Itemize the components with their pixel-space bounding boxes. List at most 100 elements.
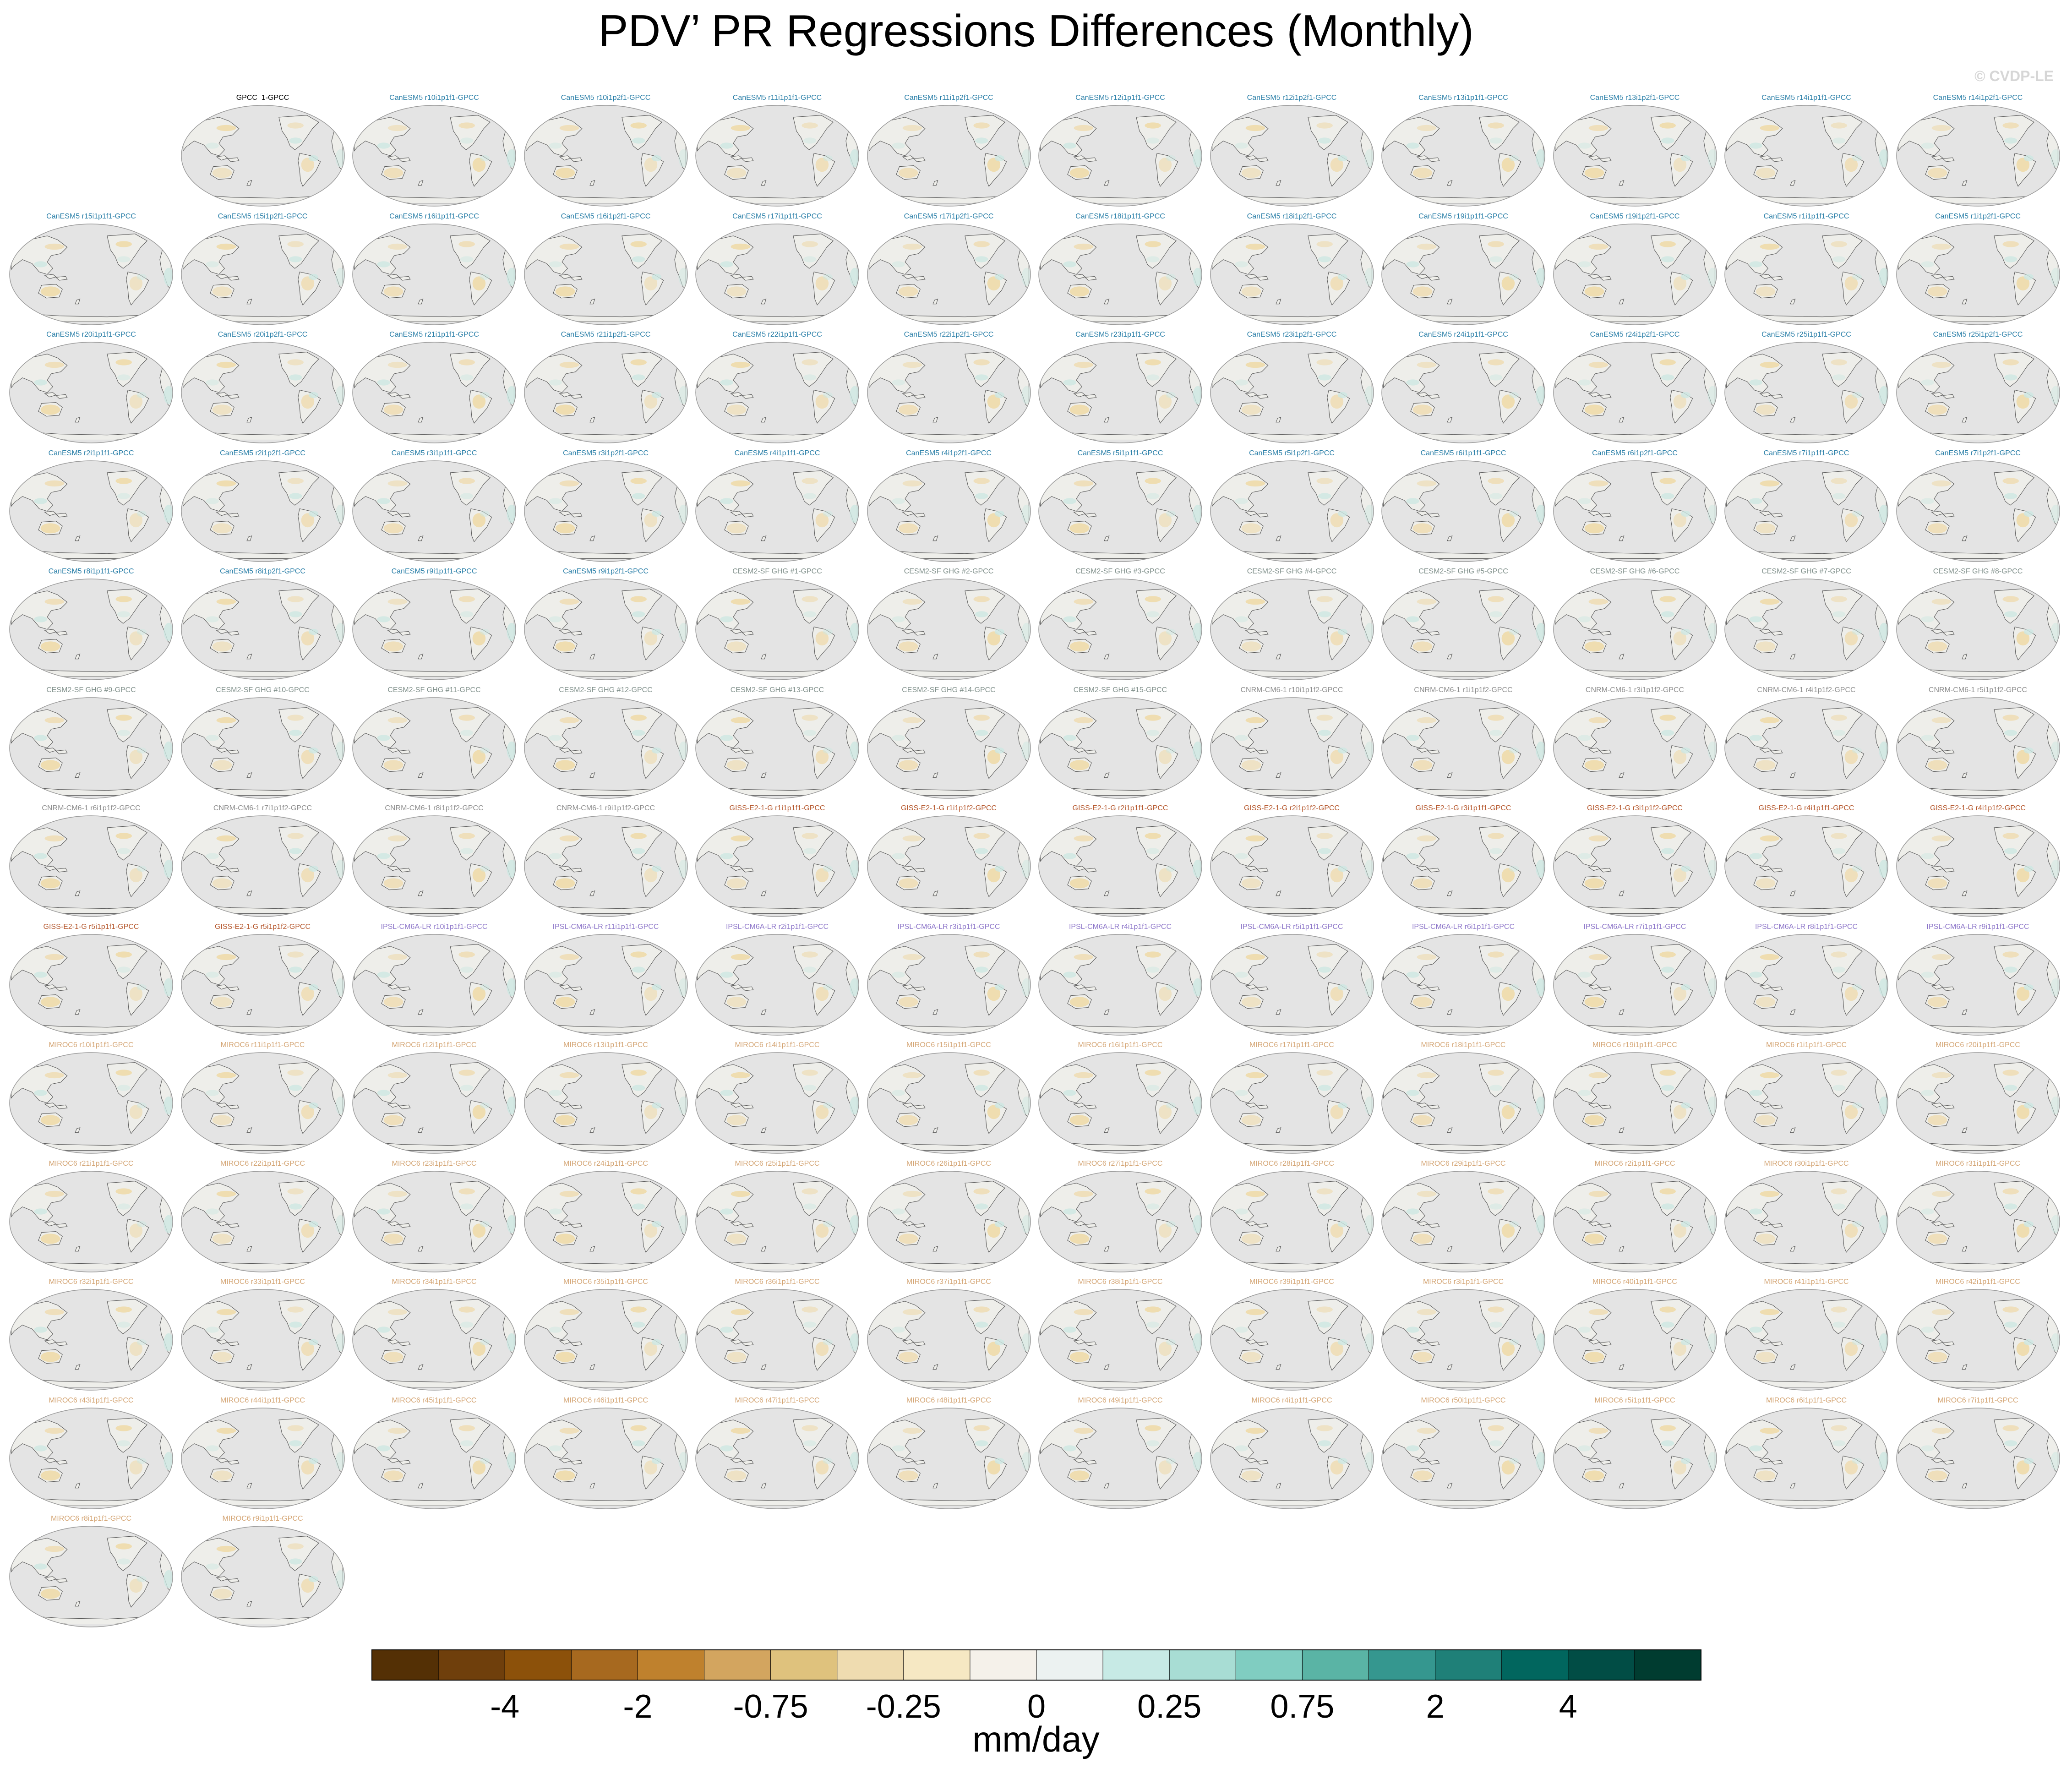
- dry-anomaly: [1756, 168, 1776, 178]
- dry-anomaly: [2016, 513, 2029, 527]
- coastline: [1618, 535, 1624, 541]
- panel-label: CESM2-SF GHG #1-GPCC: [732, 568, 822, 575]
- wet-anomaly: [1832, 729, 1846, 736]
- map-plot: [1896, 697, 2060, 799]
- coastline: [741, 868, 754, 873]
- dry-anomaly: [555, 168, 575, 178]
- panel-label: CanESM5 r23i1p2f1-GPCC: [1247, 331, 1337, 338]
- map-plot: [1896, 105, 2060, 207]
- map-panel: CESM2-SF GHG #3-GPCC: [1036, 568, 1205, 682]
- dry-anomaly: [1931, 361, 1951, 368]
- wet-anomaly: [1364, 149, 1374, 168]
- panel-label: CanESM5 r11i1p1f1-GPCC: [732, 94, 822, 102]
- wet-anomaly: [632, 374, 645, 381]
- coastline: [387, 155, 400, 161]
- map-panel: CanESM5 r18i1p2f1-GPCC: [1207, 213, 1377, 327]
- coastline: [932, 298, 938, 304]
- coastline: [1942, 513, 1955, 517]
- dry-anomaly: [458, 359, 475, 366]
- dry-anomaly: [1241, 286, 1261, 296]
- coastline: [398, 157, 411, 162]
- wet-anomaly: [994, 392, 1004, 398]
- dry-anomaly: [1760, 598, 1780, 605]
- dry-anomaly: [1145, 477, 1161, 484]
- panel-label: CESM2-SF GHG #6-GPCC: [1590, 568, 1680, 575]
- map-frame: [867, 579, 1031, 680]
- coastline: [1770, 749, 1783, 754]
- coastline: [1599, 157, 1612, 162]
- wet-anomaly: [850, 149, 859, 168]
- wet-anomaly: [2023, 273, 2034, 280]
- wet-anomaly: [720, 853, 733, 859]
- wet-anomaly: [377, 261, 390, 267]
- coastline: [1790, 535, 1796, 541]
- panel-label: CanESM5 r7i1p2f1-GPCC: [1935, 449, 2021, 457]
- dry-anomaly: [973, 833, 990, 839]
- wet-anomaly: [1234, 734, 1248, 741]
- dry-anomaly: [902, 361, 922, 368]
- dry-anomaly: [555, 523, 575, 533]
- wet-anomaly: [994, 747, 1004, 753]
- dry-anomaly: [1158, 276, 1172, 290]
- dry-anomaly: [1588, 243, 1608, 250]
- wet-anomaly: [164, 267, 173, 286]
- coastline: [558, 629, 571, 634]
- dry-anomaly: [212, 523, 232, 533]
- dry-anomaly: [559, 717, 579, 723]
- dry-anomaly: [555, 641, 575, 652]
- dry-anomaly: [2002, 122, 2019, 129]
- dry-anomaly: [902, 243, 922, 250]
- coastline: [418, 535, 424, 541]
- coastline: [913, 631, 926, 636]
- map-frame: [1553, 342, 1717, 443]
- colorbar-tick-label: -0.25: [866, 1688, 941, 1722]
- dry-anomaly: [1756, 286, 1776, 296]
- colorbar-swatch: [638, 1650, 704, 1680]
- dry-anomaly: [1145, 240, 1161, 247]
- dry-anomaly: [1588, 598, 1608, 605]
- coastline: [1587, 747, 1600, 753]
- credit-text: © CVDP-LE: [1974, 68, 2054, 84]
- wet-anomaly: [823, 392, 833, 398]
- dry-anomaly: [1241, 523, 1261, 533]
- wet-anomaly: [460, 492, 474, 499]
- dry-anomaly: [1659, 714, 1676, 721]
- map-panel: CanESM5 r19i1p2f1-GPCC: [1550, 213, 1720, 327]
- coastline: [1587, 392, 1600, 398]
- dry-anomaly: [287, 714, 304, 721]
- colorbar: -4 -2 -0.75 -0.25 0 0.25 0.75 2 4: [371, 1649, 1701, 1722]
- map-frame: [867, 697, 1031, 799]
- map-plot: [1038, 105, 1202, 207]
- wet-anomaly: [308, 628, 318, 635]
- wet-anomaly: [651, 628, 661, 635]
- dry-anomaly: [1659, 240, 1676, 247]
- wet-anomaly: [850, 622, 859, 641]
- map-frame: [180, 460, 345, 562]
- map-panel: CanESM5 r7i1p2f1-GPCC: [1893, 449, 2063, 564]
- map-plot: [523, 105, 688, 207]
- map-frame: [695, 460, 859, 562]
- dry-anomaly: [802, 122, 818, 129]
- dry-anomaly: [44, 598, 65, 605]
- dry-anomaly: [1241, 878, 1261, 889]
- map-plot: [1896, 579, 2060, 680]
- wet-anomaly: [1234, 261, 1248, 267]
- wet-anomaly: [548, 616, 562, 622]
- map-plot: [1210, 815, 1374, 917]
- wet-anomaly: [1166, 865, 1176, 872]
- wet-anomaly: [507, 504, 516, 523]
- coastline: [901, 629, 914, 634]
- wet-anomaly: [1852, 392, 1862, 398]
- coastline: [1790, 772, 1796, 778]
- wet-anomaly: [1879, 267, 1888, 286]
- coastline: [1073, 155, 1086, 161]
- dry-anomaly: [115, 833, 132, 839]
- coastline: [741, 394, 754, 399]
- dry-anomaly: [115, 714, 132, 721]
- map-frame: [1210, 579, 1374, 680]
- wet-anomaly: [136, 747, 147, 753]
- map-frame: [1381, 697, 1545, 799]
- coastline: [730, 866, 743, 871]
- map-panel: CanESM5 r5i1p2f1-GPCC: [1207, 449, 1377, 564]
- dry-anomaly: [1245, 125, 1265, 131]
